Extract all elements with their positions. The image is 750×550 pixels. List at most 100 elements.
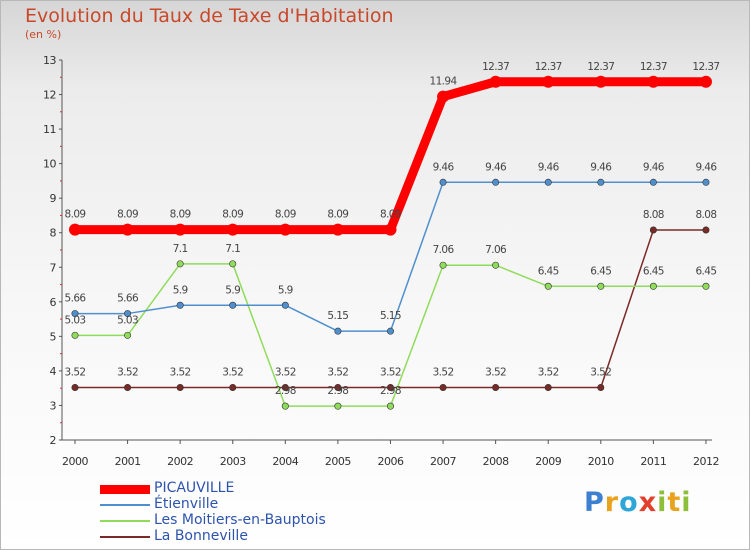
data-label: 6.45	[695, 265, 716, 277]
data-label: 2.98	[380, 385, 401, 397]
data-point	[439, 178, 447, 186]
data-label: 3.52	[117, 366, 138, 378]
data-label: 5.15	[380, 310, 401, 322]
data-point	[281, 383, 289, 391]
data-label: 3.52	[590, 366, 611, 378]
x-tick-label: 2001	[115, 455, 141, 468]
data-point	[71, 331, 79, 339]
legend-label: PICAUVILLE	[154, 480, 235, 496]
data-point	[492, 261, 500, 269]
data-label: 3.52	[170, 366, 191, 378]
data-label: 5.15	[327, 310, 348, 322]
data-point	[702, 178, 710, 186]
y-tick-label: 4	[50, 365, 57, 378]
data-label: 8.08	[695, 209, 716, 221]
data-point	[334, 327, 342, 335]
data-label: 7.1	[225, 243, 240, 255]
y-tick-label: 2	[50, 434, 57, 447]
x-tick-label: 2005	[325, 455, 351, 468]
series-line-3	[75, 229, 706, 389]
legend-label: Les Moitiers-en-Bauptois	[154, 512, 326, 528]
data-label: 12.37	[692, 61, 719, 73]
data-label: 7.1	[173, 243, 188, 255]
data-point	[174, 223, 187, 236]
data-label: 5.9	[225, 284, 240, 296]
data-label: 8.09	[380, 209, 401, 221]
data-label: 8.09	[170, 209, 191, 221]
data-point	[542, 75, 555, 88]
data-label: 8.08	[643, 209, 664, 221]
data-point	[437, 90, 450, 103]
data-label: 8.09	[65, 209, 86, 221]
data-label: 8.09	[117, 209, 138, 221]
data-point	[439, 383, 447, 391]
series-line-1	[75, 181, 706, 332]
legend-label: La Bonneville	[154, 528, 248, 544]
chart-title: Evolution du Taux de Taxe d'Habitation	[25, 5, 394, 27]
x-tick-label: 2011	[640, 455, 666, 468]
data-point	[124, 383, 132, 391]
data-point	[386, 327, 394, 335]
x-tick-label: 2010	[588, 455, 614, 468]
data-label: 6.45	[590, 265, 611, 277]
data-point	[649, 282, 657, 290]
data-point	[229, 383, 237, 391]
y-tick-label: 8	[50, 227, 57, 240]
logo-letter: x	[638, 487, 658, 518]
legend-item: Étienville	[100, 496, 420, 513]
data-label: 3.52	[65, 366, 86, 378]
chart-subtitle: (en %)	[25, 28, 62, 41]
data-point	[384, 223, 397, 236]
data-label: 8.09	[275, 209, 296, 221]
y-tick-label: 11	[43, 123, 56, 136]
logo-letter: P	[584, 487, 605, 518]
data-label: 6.45	[538, 265, 559, 277]
data-label: 9.46	[643, 161, 665, 173]
data-label: 7.06	[433, 244, 455, 256]
data-point	[124, 331, 132, 339]
y-tick-label: 10	[43, 158, 56, 171]
y-tick-label: 6	[50, 296, 57, 309]
y-tick-label: 7	[50, 261, 57, 274]
logo-letter: o	[619, 487, 639, 518]
data-point	[71, 310, 79, 318]
y-tick-label: 13	[43, 54, 56, 67]
data-point	[334, 402, 342, 410]
data-label: 5.9	[278, 284, 293, 296]
data-label: 7.06	[485, 244, 507, 256]
data-point	[121, 223, 134, 236]
data-point	[702, 282, 710, 290]
data-point	[334, 383, 342, 391]
data-label: 9.46	[590, 161, 612, 173]
data-label: 11.94	[430, 76, 458, 88]
data-point	[492, 178, 500, 186]
data-label: 5.66	[117, 293, 139, 305]
data-label: 3.52	[275, 366, 296, 378]
data-point	[702, 226, 710, 234]
data-label: 3.52	[433, 366, 454, 378]
data-label: 2.98	[327, 385, 348, 397]
legend-item: La Bonneville	[100, 528, 420, 545]
data-point	[649, 226, 657, 234]
x-tick-label: 2012	[693, 455, 719, 468]
data-point	[176, 260, 184, 268]
data-label: 9.46	[433, 161, 455, 173]
data-point	[226, 223, 239, 236]
data-label: 12.37	[640, 61, 667, 73]
x-tick-label: 2007	[430, 455, 456, 468]
x-tick-label: 2008	[483, 455, 509, 468]
data-point	[124, 310, 132, 318]
data-point	[281, 402, 289, 410]
x-tick-label: 2004	[272, 455, 298, 468]
logo-letter: r	[604, 487, 620, 518]
data-point	[544, 383, 552, 391]
series-line-0	[75, 77, 706, 235]
data-point	[544, 178, 552, 186]
legend-item: Les Moitiers-en-Bauptois	[100, 512, 420, 529]
data-label: 8.09	[222, 209, 243, 221]
data-label: 3.52	[222, 366, 243, 378]
logo-letter: t	[667, 487, 682, 518]
y-tick-label: 3	[50, 399, 57, 412]
